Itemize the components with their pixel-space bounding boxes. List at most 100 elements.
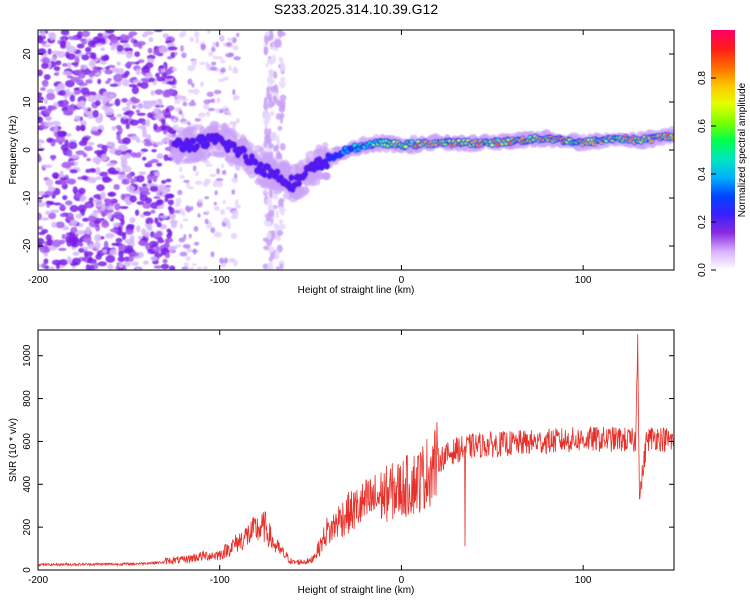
spectrum-cell xyxy=(58,259,69,266)
spectrum-cell xyxy=(167,205,173,211)
spectrum-cell xyxy=(219,257,224,264)
spectrum-cell xyxy=(154,246,160,253)
spectrum-cell xyxy=(116,61,121,66)
colorbar-gradient xyxy=(711,30,735,270)
spectrum-cell xyxy=(163,75,173,79)
spectrum-cell xyxy=(227,37,234,41)
spectrum-cell xyxy=(72,186,78,194)
spectrum-cell xyxy=(150,90,156,96)
spectrum-cell xyxy=(187,186,194,190)
spectrum-cell xyxy=(167,199,174,206)
spectrum-cell xyxy=(116,113,123,118)
spectrum-cell xyxy=(160,263,170,270)
spectrum-cell xyxy=(62,71,72,76)
spectrum-cell xyxy=(142,100,152,105)
spectrum-cell xyxy=(43,74,51,80)
spectrum-cell xyxy=(45,116,53,121)
spectrum-cell xyxy=(228,52,235,57)
spectrum-cell xyxy=(222,76,230,81)
spectrum-cell xyxy=(38,154,41,162)
spectrum-cell xyxy=(38,237,45,245)
spectrum-cell xyxy=(128,255,134,262)
spectrum-cell xyxy=(61,161,72,169)
spectrum-cell xyxy=(131,86,140,95)
spectrum-cell xyxy=(91,130,100,136)
spectrum-cell xyxy=(120,98,129,103)
spectrum-cell xyxy=(124,245,134,252)
spectrum-cell xyxy=(53,202,62,206)
y-tick-label: 400 xyxy=(22,476,33,493)
spectrum-cell xyxy=(115,214,123,220)
spectrum-cell xyxy=(225,42,232,47)
spectrum-cell xyxy=(154,253,163,258)
spectrum-cell xyxy=(275,266,280,270)
spectrum-cell xyxy=(95,167,101,175)
spectrum-cell xyxy=(96,184,105,192)
spectrum-cell xyxy=(137,125,147,129)
spectrum-cell xyxy=(179,166,183,172)
spectrum-cell xyxy=(278,56,284,62)
spectrum-cell xyxy=(135,109,141,114)
spectrum-cell xyxy=(111,67,119,73)
spectrum-cell xyxy=(65,236,73,243)
spectrum-cell xyxy=(214,190,218,196)
spectrum-cell xyxy=(289,175,294,180)
spectrum-cell xyxy=(51,139,58,144)
spectrum-cell xyxy=(213,206,221,211)
spectrum-cell xyxy=(154,217,159,224)
spectrum-cell xyxy=(41,57,50,64)
spectrum-cell xyxy=(135,267,141,270)
spectrum-cell xyxy=(141,127,147,135)
spectrum-cell xyxy=(195,170,199,177)
spectrum-cell xyxy=(66,75,74,79)
snr-ylabel: SNR (10 * v/v) xyxy=(8,418,19,482)
spectrum-cell xyxy=(145,62,154,69)
spectrum-cell xyxy=(188,101,197,107)
spectrum-cell xyxy=(262,237,269,242)
spectrum-cell xyxy=(38,116,44,124)
spectrum-cell xyxy=(179,174,185,179)
spectrum-cell xyxy=(68,104,75,110)
spectrum-cell xyxy=(303,171,308,177)
spectrum-cell xyxy=(187,267,195,270)
spectrum-cell xyxy=(209,173,217,177)
spectrum-cell xyxy=(48,105,57,111)
spectrum-cell xyxy=(235,118,240,124)
spectrum-cell xyxy=(66,53,76,60)
spectrum-cell xyxy=(53,66,61,71)
spectrum-cell xyxy=(269,246,275,253)
spectrum-cell xyxy=(270,132,276,139)
spectrum-cell xyxy=(113,222,120,228)
spectrum-cell xyxy=(273,39,280,48)
spectrum-cell xyxy=(167,246,176,253)
spectrum-cell xyxy=(159,215,169,219)
spectrum-cell xyxy=(58,247,67,252)
spectrum-cell xyxy=(59,40,66,49)
spectrum-cell xyxy=(60,144,69,152)
spectrum-cell xyxy=(47,48,52,55)
spectrum-cell xyxy=(81,175,88,180)
spectrum-cell xyxy=(205,163,213,167)
spectrum-cell xyxy=(145,72,154,79)
spectrum-cell xyxy=(232,89,236,96)
spectrum-cell xyxy=(174,51,178,56)
spectrum-cell xyxy=(280,31,286,37)
spectrum-cell xyxy=(146,134,152,140)
spectrum-cell xyxy=(77,82,88,87)
spectrum-cell xyxy=(185,256,191,261)
spectrum-cell xyxy=(178,237,186,243)
spectrum-cell xyxy=(82,235,92,243)
spectrum-cell xyxy=(131,261,139,266)
spectrum-cell xyxy=(179,110,183,115)
spectrum-cell xyxy=(150,209,156,214)
y-tick-label: 0 xyxy=(22,147,33,153)
spectrum-cell xyxy=(55,60,62,66)
spectrum-cell xyxy=(268,221,273,227)
spectrum-cell xyxy=(174,107,181,112)
spectrum-cell xyxy=(79,197,85,202)
spectrum-cell xyxy=(218,34,225,42)
spectrum-cell xyxy=(66,178,77,185)
x-tick-label: 0 xyxy=(399,275,405,286)
spectrum-cell xyxy=(41,262,47,269)
spectrum-cell xyxy=(82,217,90,222)
